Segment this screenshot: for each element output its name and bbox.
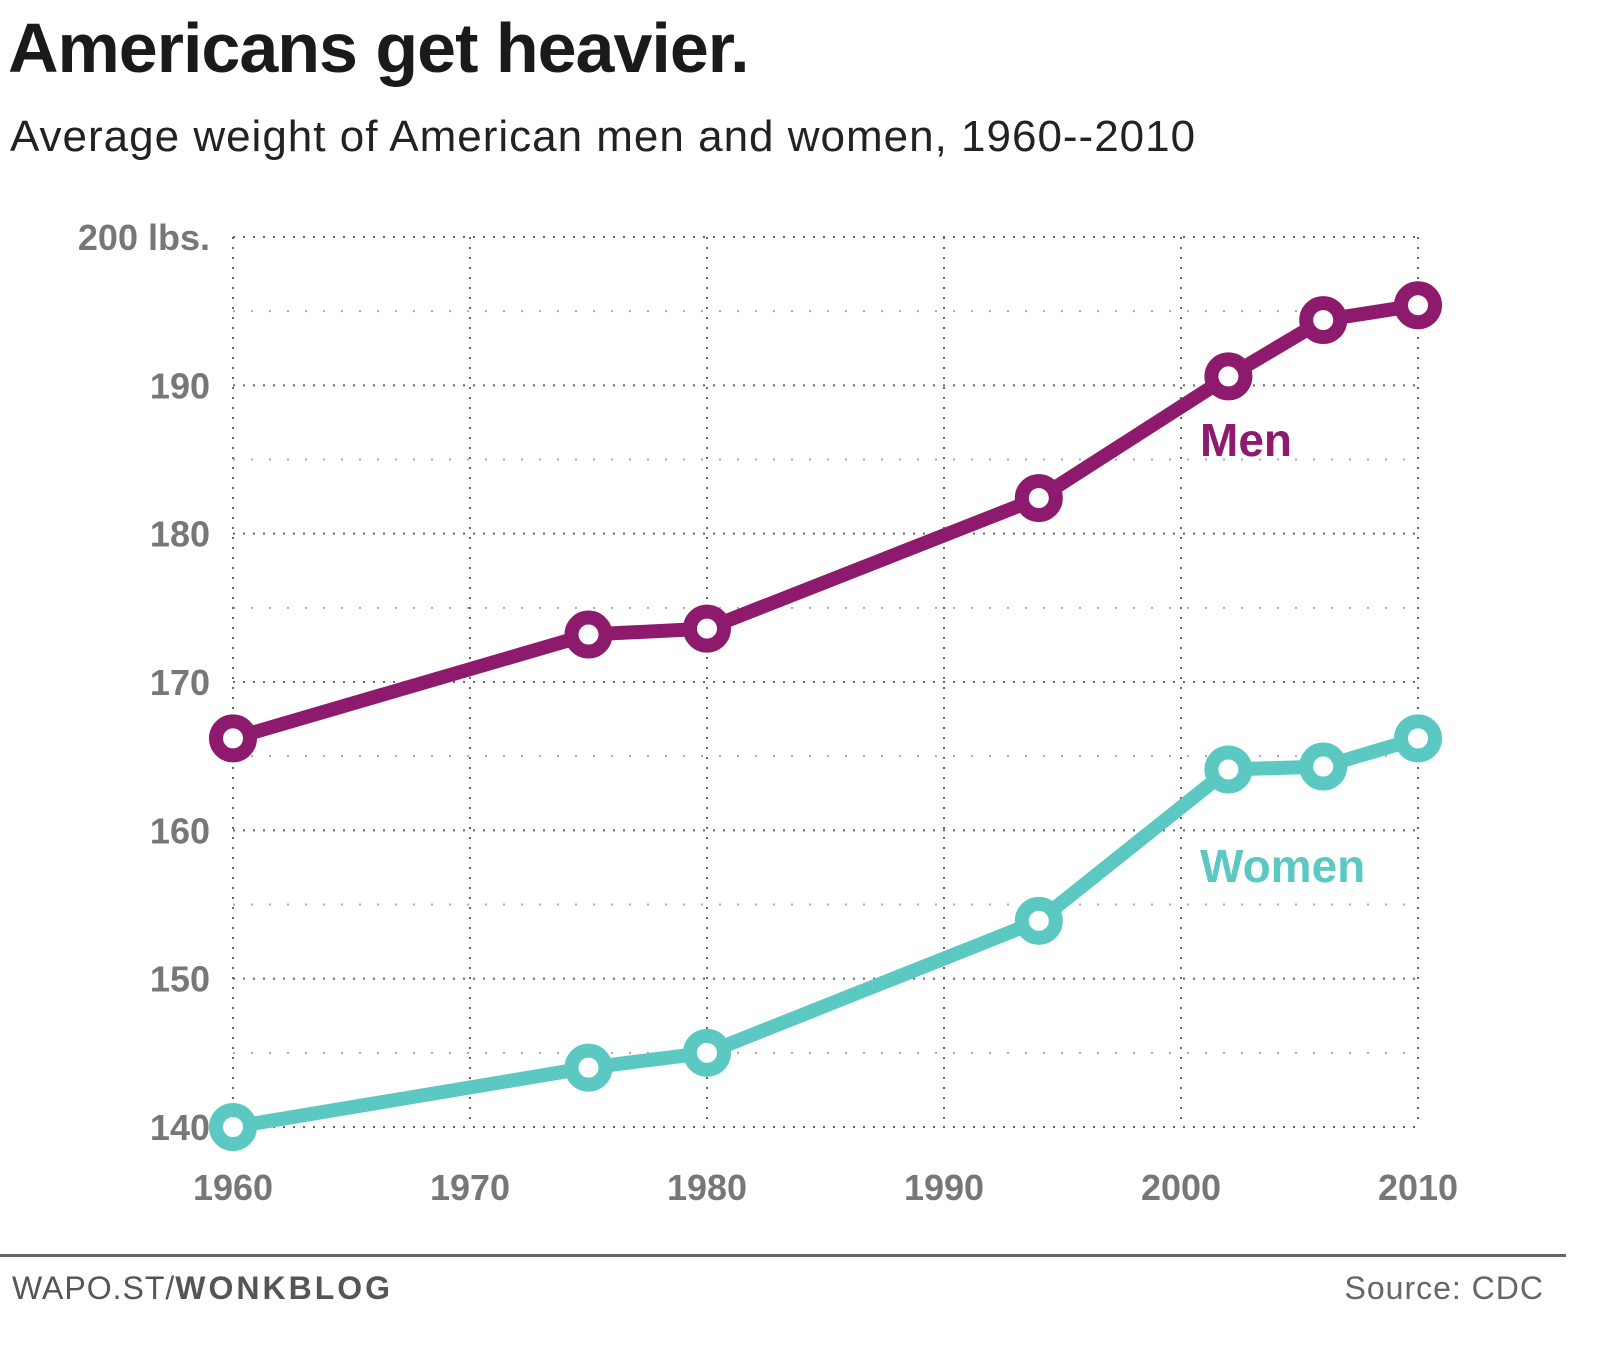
- data-point: [1014, 474, 1063, 523]
- footer-site: WAPO.ST/WONKBLOG: [12, 1270, 393, 1307]
- x-tick-label: 2000: [1141, 1167, 1221, 1208]
- y-tick-label: 150: [150, 959, 210, 1000]
- data-point: [209, 714, 257, 763]
- data-point: [209, 1103, 257, 1151]
- y-tick-label: 160: [150, 810, 210, 851]
- x-tick-label: 1970: [430, 1167, 510, 1208]
- footer-divider: [0, 1254, 1566, 1257]
- y-tick-label: 140: [150, 1107, 210, 1148]
- y-tick-label: 190: [150, 365, 210, 406]
- x-tick-label: 2010: [1378, 1167, 1458, 1208]
- y-tick-label: 170: [150, 662, 210, 703]
- series-line-women: [231, 731, 1420, 1134]
- line-chart: 140 150 160 170 180 190 200 lbs. 1960 1970 1980 19…: [78, 217, 1458, 1208]
- data-point: [1204, 352, 1253, 401]
- data-point: [1394, 281, 1442, 330]
- site-prefix: WAPO.ST/: [12, 1270, 176, 1306]
- chart-subtitle: Average weight of American men and women…: [10, 112, 1197, 161]
- series-label: Men: [1200, 414, 1292, 466]
- data-point: [1299, 296, 1348, 345]
- site-bold: WONKBLOG: [175, 1270, 394, 1306]
- data-point: [683, 1028, 731, 1077]
- data-point: [1394, 714, 1442, 763]
- data-point: [564, 1043, 613, 1092]
- y-tick-label: 200 lbs.: [78, 217, 210, 258]
- chart-title: Americans get heavier.: [8, 9, 750, 87]
- x-tick-label: 1960: [193, 1167, 273, 1208]
- y-tick-label: 180: [150, 514, 210, 555]
- data-point: [564, 610, 613, 659]
- footer-source: Source: CDC: [1344, 1270, 1544, 1306]
- data-point: [683, 604, 731, 653]
- data-point: [1014, 896, 1063, 945]
- data-point: [1299, 742, 1348, 791]
- data-point: [1204, 745, 1253, 794]
- x-tick-label: 1990: [904, 1167, 984, 1208]
- x-tick-label: 1980: [667, 1167, 747, 1208]
- series-label: Women: [1200, 840, 1365, 892]
